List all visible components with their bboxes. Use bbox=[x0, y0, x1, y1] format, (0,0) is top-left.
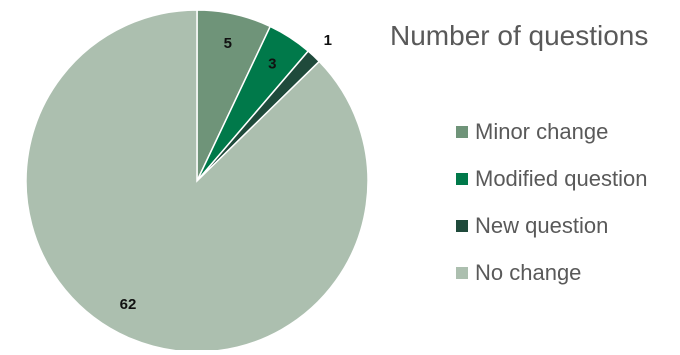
legend-item-minor-change: Minor change bbox=[456, 116, 647, 148]
legend-label: No change bbox=[475, 260, 582, 285]
legend-item-modified-question: Modified question bbox=[456, 163, 647, 195]
legend-swatch bbox=[456, 267, 468, 279]
legend-swatch bbox=[456, 126, 468, 138]
legend-label: New question bbox=[475, 213, 609, 238]
legend-item-no-change: No change bbox=[456, 257, 647, 289]
legend: Minor change Modified question New questio… bbox=[456, 116, 647, 304]
data-label-no-change: 62 bbox=[120, 296, 137, 313]
legend-swatch bbox=[456, 220, 468, 232]
data-label-minor-change: 5 bbox=[224, 35, 232, 52]
legend-item-new-question: New question bbox=[456, 210, 647, 242]
legend-swatch bbox=[456, 173, 468, 185]
legend-label: Minor change bbox=[475, 119, 609, 144]
data-label-modified-question: 3 bbox=[268, 56, 276, 73]
legend-label: Modified question bbox=[475, 166, 648, 191]
data-label-new-question: 1 bbox=[324, 32, 332, 49]
pie-slice-no-change bbox=[25, 9, 369, 353]
chart-title: Number of questions bbox=[390, 20, 649, 51]
